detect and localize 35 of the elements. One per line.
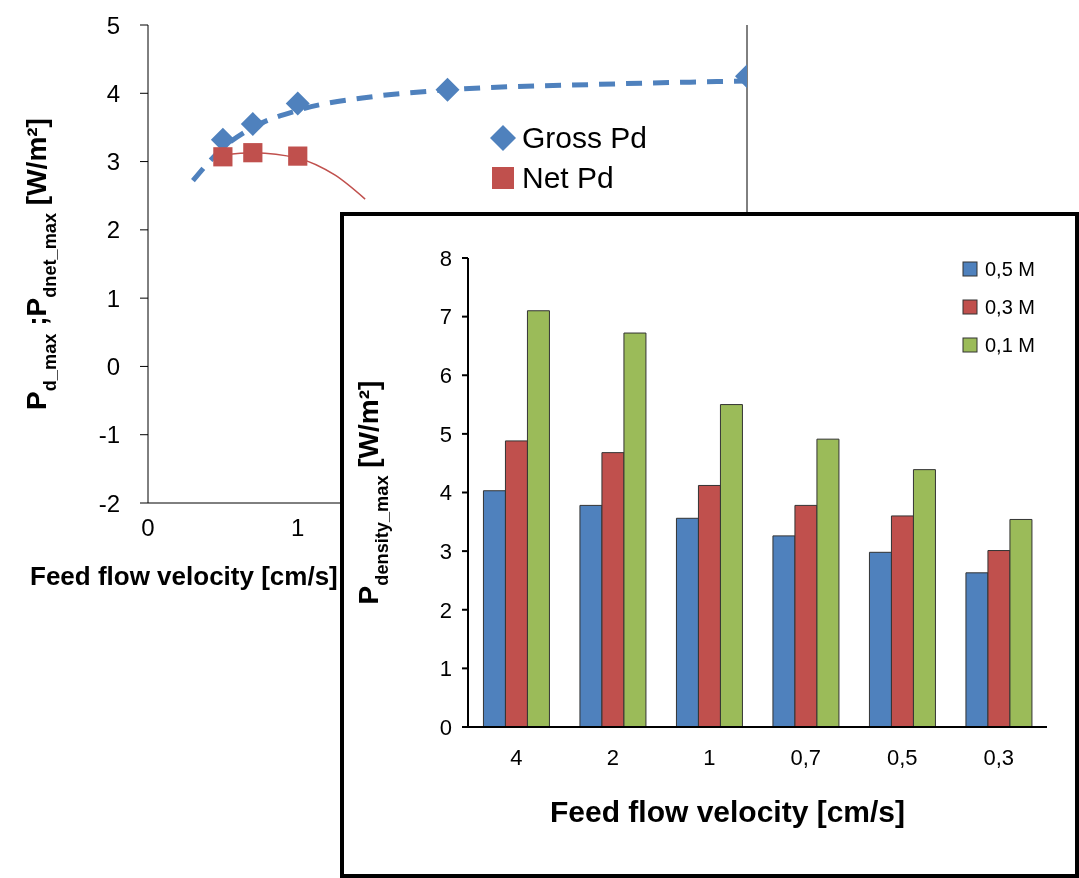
x-tick-label: 4 <box>510 744 523 770</box>
point <box>243 143 263 163</box>
y-tick-label: 5 <box>439 421 452 447</box>
y-tick-label: 3 <box>439 538 452 564</box>
legend-label: 0,1 M <box>984 333 1035 357</box>
point <box>288 146 308 166</box>
x-axis-title: Feed flow velocity [cm/s] <box>30 561 338 591</box>
point <box>285 91 310 116</box>
y-tick-label: 0 <box>439 714 452 740</box>
x-tick-label: 0,5 <box>886 744 918 770</box>
y-tick-label: 2 <box>106 216 120 244</box>
x-tick-label: 1 <box>703 744 716 770</box>
legend-label: 0,3 M <box>984 295 1035 319</box>
x-tick-label: 2 <box>606 744 619 770</box>
y-tick-label: 4 <box>439 480 452 506</box>
y-tick-label: 5 <box>106 11 120 39</box>
y-tick-label: 4 <box>106 79 120 107</box>
point <box>240 112 265 137</box>
y-tick-label: 1 <box>106 284 120 312</box>
y-tick-label: 8 <box>439 245 452 271</box>
y-tick-label: 1 <box>439 656 452 682</box>
y-tick-label: -1 <box>98 421 120 449</box>
x-tick-label: 0,3 <box>983 744 1015 770</box>
legend-label: 0,5 M <box>984 257 1035 281</box>
y-tick-label: 2 <box>439 597 452 623</box>
y-tick-label: 0 <box>106 352 120 380</box>
legend-label: Gross Pd <box>522 121 648 155</box>
x-tick-label: 0,7 <box>790 744 822 770</box>
y-tick-label: -2 <box>98 489 120 517</box>
y-tick-label: 3 <box>106 148 120 176</box>
point <box>213 147 233 167</box>
y-tick-label: 7 <box>439 304 452 330</box>
x-axis-title: Feed flow velocity [cm/s] <box>549 795 906 828</box>
legend-label: Net Pd <box>522 161 614 195</box>
y-tick-label: 6 <box>439 363 452 389</box>
